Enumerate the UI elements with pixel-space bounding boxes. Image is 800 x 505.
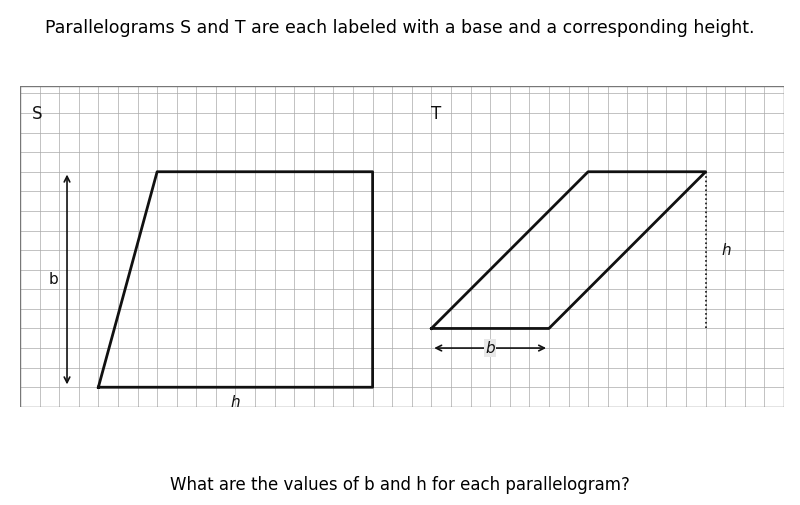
Text: b: b (49, 272, 58, 287)
Text: h: h (230, 395, 240, 411)
Text: Parallelograms S and T are each labeled with a base and a corresponding height.: Parallelograms S and T are each labeled … (46, 19, 754, 37)
Text: b: b (486, 340, 495, 356)
Text: S: S (32, 105, 42, 123)
Text: T: T (431, 105, 442, 123)
Text: h: h (722, 242, 731, 258)
Text: What are the values of b and h for each parallelogram?: What are the values of b and h for each … (170, 476, 630, 494)
